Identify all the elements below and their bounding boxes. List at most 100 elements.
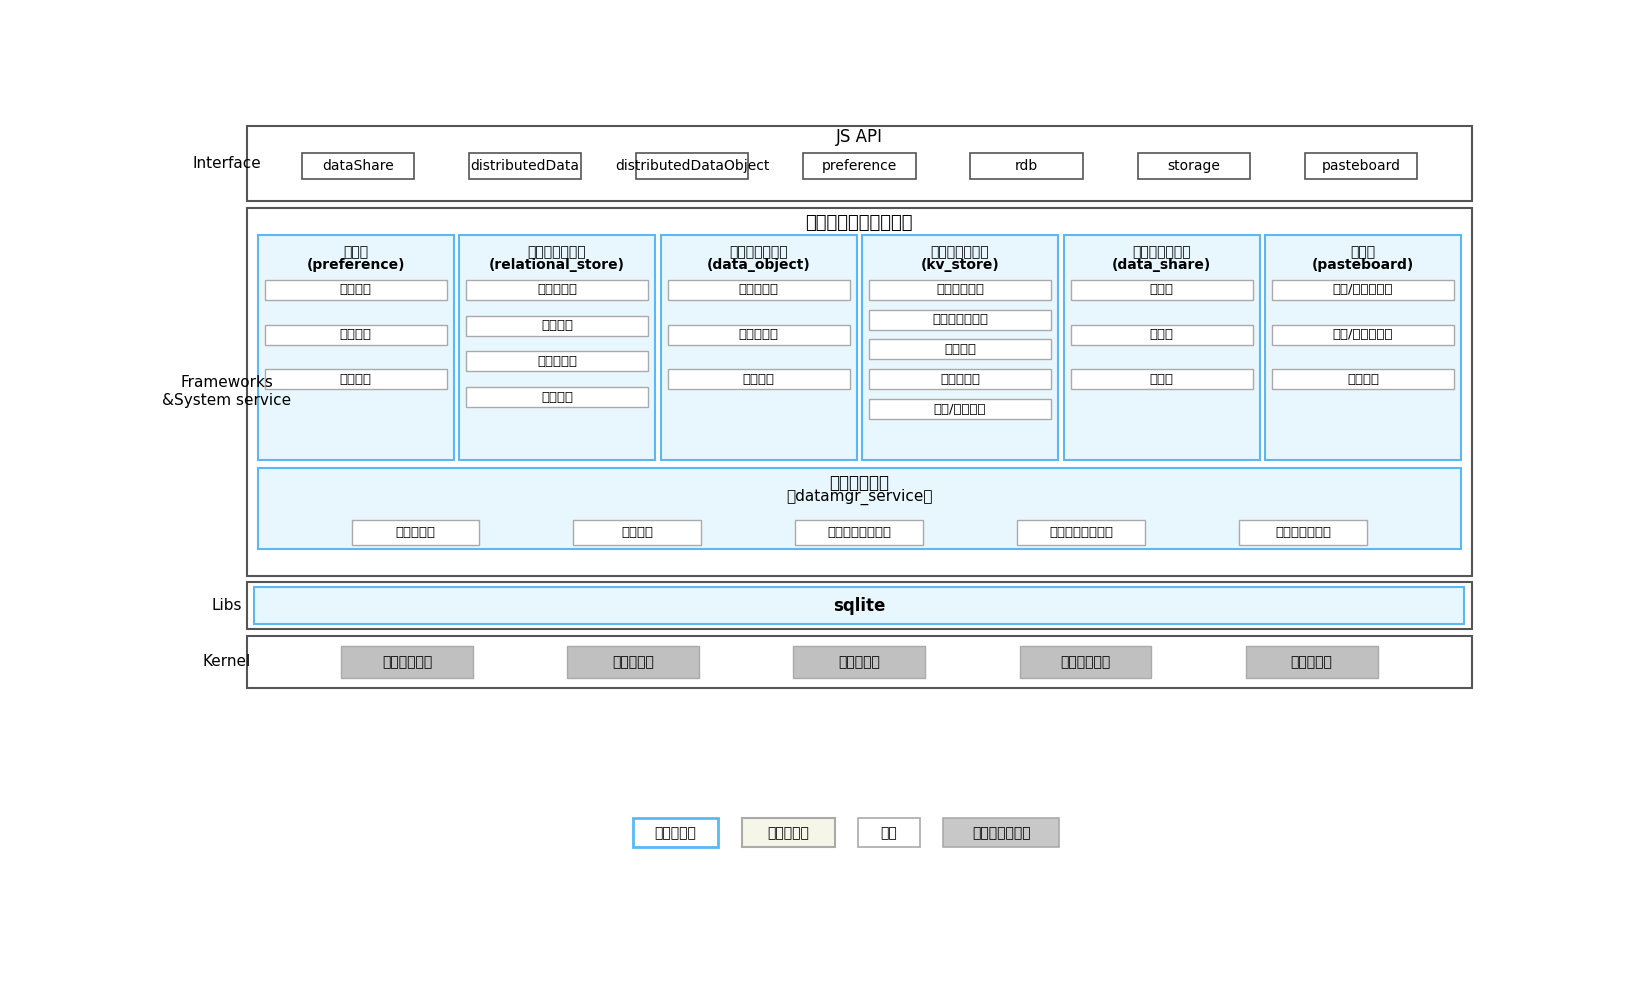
Text: 手动同步: 手动同步 (542, 391, 573, 404)
Text: 生产者: 生产者 (1149, 328, 1174, 341)
Bar (868, 369, 1052, 389)
Text: 订阅通知: 订阅通知 (542, 319, 573, 332)
Bar (1240, 520, 1367, 545)
Text: 消费者: 消费者 (1149, 284, 1174, 296)
Text: (kv_store): (kv_store) (921, 257, 999, 272)
Bar (1063, 235, 1260, 460)
Text: sqlite: sqlite (834, 597, 885, 615)
Bar (258, 235, 454, 460)
Bar (1138, 153, 1250, 179)
Text: 包管理子系统: 包管理子系统 (1060, 655, 1111, 669)
Bar (469, 153, 581, 179)
Bar (459, 235, 655, 460)
Bar (971, 153, 1083, 179)
Text: 订阅通知: 订阅通知 (743, 372, 774, 386)
Text: 关系型数据库管理: 关系型数据库管理 (1050, 526, 1113, 539)
Text: 安全子系统: 安全子系统 (839, 655, 880, 669)
Text: 待孵化部件: 待孵化部件 (768, 825, 809, 840)
Text: 依赖的关键部件: 依赖的关键部件 (972, 825, 1030, 840)
Text: 本地/跨设备剪贴: 本地/跨设备剪贴 (1332, 284, 1393, 296)
Text: 结果集: 结果集 (1149, 372, 1174, 386)
Text: 订阅通知: 订阅通知 (944, 343, 976, 356)
Text: （datamgr_service）: （datamgr_service） (786, 489, 933, 505)
Bar (246, 208, 1473, 575)
Bar (302, 153, 414, 179)
Bar (1265, 235, 1461, 460)
Text: dataShare: dataShare (322, 159, 393, 173)
Text: 分布式数据对象: 分布式数据对象 (730, 245, 788, 259)
Text: 数据存储: 数据存储 (340, 284, 371, 296)
Text: storage: storage (1167, 159, 1220, 173)
Bar (258, 468, 1461, 549)
Text: Libs: Libs (211, 598, 241, 613)
Bar (352, 520, 479, 545)
Text: 持久化对象管理: 持久化对象管理 (1275, 526, 1331, 539)
Text: distributedDataObject: distributedDataObject (614, 159, 769, 173)
Text: 模块: 模块 (880, 825, 896, 840)
Bar (868, 340, 1052, 360)
Text: 键值型数据管理: 键值型数据管理 (931, 245, 989, 259)
Bar (636, 153, 748, 179)
Text: Kernel: Kernel (203, 654, 251, 670)
Text: 键值型数据库管理: 键值型数据库管理 (827, 526, 892, 539)
Text: 同步协议: 同步协议 (621, 526, 654, 539)
Text: rdb: rdb (1015, 159, 1038, 173)
Text: 设备协同数据库: 设备协同数据库 (933, 313, 987, 326)
Bar (466, 280, 649, 299)
Bar (632, 819, 718, 847)
Text: 用户子系统: 用户子系统 (613, 655, 654, 669)
Text: 事件子系统: 事件子系统 (1291, 655, 1332, 669)
Text: 数据库加密: 数据库加密 (939, 372, 981, 386)
Bar (254, 587, 1464, 624)
Bar (1247, 645, 1377, 678)
Bar (1070, 369, 1253, 389)
Text: 对象持久化: 对象持久化 (738, 328, 779, 341)
Bar (943, 819, 1060, 847)
Text: 关系型数据: 关系型数据 (537, 284, 578, 296)
Text: pasteboard: pasteboard (1321, 159, 1400, 173)
Text: 分布式数据管理子系统: 分布式数据管理子系统 (806, 214, 913, 231)
Bar (466, 352, 649, 371)
Text: (relational_store): (relational_store) (489, 257, 626, 272)
Text: 跨设备同步: 跨设备同步 (738, 284, 779, 296)
Bar (1070, 280, 1253, 299)
Bar (1271, 280, 1455, 299)
Text: 软总线子系统: 软总线子系统 (381, 655, 433, 669)
Bar (466, 387, 649, 407)
Text: 剪贴板: 剪贴板 (1351, 245, 1375, 259)
Bar (741, 819, 834, 847)
Bar (802, 153, 916, 179)
Bar (796, 520, 923, 545)
Bar (246, 582, 1473, 629)
Bar (794, 645, 925, 678)
Text: 本地/跨设备拖放: 本地/跨设备拖放 (1332, 328, 1393, 341)
Bar (660, 235, 857, 460)
Bar (264, 325, 447, 345)
Bar (667, 325, 850, 345)
Bar (342, 645, 472, 678)
Bar (1271, 325, 1455, 345)
Text: 数据缓存: 数据缓存 (340, 328, 371, 341)
Text: 订阅事件: 订阅事件 (1347, 372, 1379, 386)
Text: (preference): (preference) (307, 257, 404, 272)
Bar (859, 819, 920, 847)
Bar (1020, 645, 1151, 678)
Bar (667, 369, 850, 389)
Bar (466, 315, 649, 336)
Bar (573, 520, 702, 545)
Bar (264, 369, 447, 389)
Text: 手动/自动同步: 手动/自动同步 (934, 403, 986, 416)
Bar (1271, 369, 1455, 389)
Text: 元数据管理: 元数据管理 (396, 526, 436, 539)
Text: distributedData: distributedData (471, 159, 580, 173)
Text: 跨应用数据管理: 跨应用数据管理 (1133, 245, 1190, 259)
Text: Interface: Interface (192, 157, 261, 171)
Text: Frameworks
&System service: Frameworks &System service (162, 375, 291, 408)
Text: 订阅通知: 订阅通知 (340, 372, 371, 386)
Bar (862, 235, 1058, 460)
Bar (1070, 325, 1253, 345)
Text: 关系型数据管理: 关系型数据管理 (528, 245, 586, 259)
Text: (data_share): (data_share) (1111, 257, 1212, 272)
Bar (667, 280, 850, 299)
Bar (868, 280, 1052, 299)
